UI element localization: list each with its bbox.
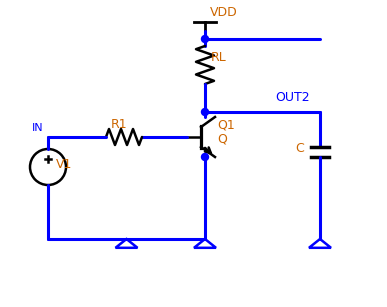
Text: RL: RL [211, 50, 227, 64]
Circle shape [202, 36, 209, 42]
Circle shape [202, 108, 209, 115]
Text: C: C [296, 142, 304, 154]
Text: VDD: VDD [210, 6, 238, 19]
Circle shape [202, 154, 209, 161]
Text: OUT2: OUT2 [276, 91, 310, 104]
Text: Q: Q [217, 133, 227, 146]
Text: Q1: Q1 [217, 119, 235, 131]
Text: V1: V1 [56, 157, 72, 170]
Text: R1: R1 [111, 118, 127, 131]
Text: IN: IN [31, 123, 43, 133]
